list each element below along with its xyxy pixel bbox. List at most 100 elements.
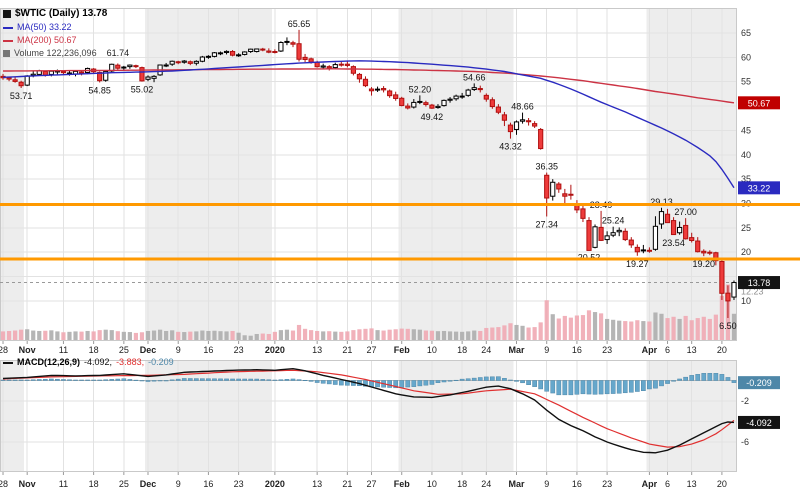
svg-text:53.71: 53.71: [10, 91, 33, 101]
macd-axis: -2 -6: [741, 396, 749, 447]
svg-text:13: 13: [687, 345, 697, 355]
volume-legend-label: Volume 122,236,096: [14, 48, 97, 58]
svg-text:19.27: 19.27: [626, 259, 649, 269]
x-axis-labels: 28 28 Nov Nov 11 11 18 18 25 25 Dec Dec 9 9 16 16 23 23 20…: [0, 341, 727, 489]
svg-text:-0.209: -0.209: [746, 378, 772, 388]
svg-text:25: 25: [119, 345, 129, 355]
macd-legend-label: MACD(12,26,9): [17, 357, 81, 367]
svg-text:25: 25: [119, 479, 129, 489]
svg-text:18: 18: [89, 479, 99, 489]
svg-text:-2: -2: [741, 396, 749, 406]
svg-text:50.67: 50.67: [748, 98, 771, 108]
svg-text:36.35: 36.35: [535, 162, 558, 172]
svg-text:6: 6: [665, 345, 670, 355]
svg-text:43.32: 43.32: [499, 142, 522, 152]
svg-text:65.65: 65.65: [288, 19, 311, 29]
svg-text:20: 20: [717, 479, 727, 489]
svg-text:Feb: Feb: [394, 479, 411, 489]
svg-text:28: 28: [0, 479, 8, 489]
svg-text:Apr: Apr: [642, 479, 658, 489]
svg-text:16: 16: [572, 479, 582, 489]
chart-title-row: $WTIC (Daily) 13.78: [3, 8, 107, 19]
svg-text:29.13: 29.13: [650, 197, 673, 207]
svg-text:13: 13: [312, 345, 322, 355]
ma200-line: [3, 68, 735, 104]
svg-text:Nov: Nov: [19, 345, 36, 355]
svg-text:Mar: Mar: [508, 479, 525, 489]
macd-signal-line: [2, 369, 735, 448]
svg-text:16: 16: [572, 345, 582, 355]
svg-text:11: 11: [59, 345, 68, 355]
svg-text:Nov: Nov: [19, 479, 36, 489]
svg-text:13: 13: [312, 479, 322, 489]
annotation-lines: [0, 202, 800, 261]
macd-legend-row: MACD(12,26,9) -4.092, -3.883, -0.209: [3, 357, 174, 368]
svg-text:9: 9: [544, 345, 549, 355]
ma50-legend-label: MA(50) 33.22: [17, 22, 72, 32]
svg-text:Mar: Mar: [508, 345, 525, 355]
svg-text:2020: 2020: [265, 479, 285, 489]
svg-text:48.66: 48.66: [511, 102, 534, 112]
svg-text:60: 60: [741, 52, 751, 62]
ma50-line-icon: [3, 26, 13, 29]
svg-text:16: 16: [203, 345, 213, 355]
svg-text:35: 35: [741, 174, 751, 184]
svg-text:9: 9: [176, 479, 181, 489]
svg-text:2020: 2020: [265, 345, 285, 355]
svg-text:23: 23: [234, 479, 244, 489]
svg-text:20: 20: [741, 247, 751, 257]
ma200-legend: MA(200) 50.67: [3, 35, 77, 46]
svg-text:49.42: 49.42: [421, 112, 444, 122]
svg-text:20: 20: [717, 345, 727, 355]
ma50-line: [2, 60, 735, 189]
svg-text:13.78: 13.78: [748, 278, 771, 288]
svg-text:10: 10: [741, 296, 751, 306]
macd-signal-value: -3.883,: [116, 357, 145, 367]
svg-text:27: 27: [367, 345, 377, 355]
svg-text:Feb: Feb: [394, 345, 411, 355]
svg-text:55: 55: [741, 77, 751, 87]
svg-text:19.20: 19.20: [693, 259, 716, 269]
macd-value: -4.092,: [84, 357, 113, 367]
svg-text:65: 65: [741, 28, 751, 38]
volume-bars: [0, 284, 737, 340]
macd-histogram: [0, 373, 737, 396]
svg-text:27.34: 27.34: [535, 219, 558, 229]
svg-text:16: 16: [203, 479, 213, 489]
svg-text:11: 11: [59, 479, 68, 489]
svg-text:6.50: 6.50: [719, 321, 737, 331]
macd-hist-value: -0.209: [148, 357, 174, 367]
svg-text:12.23: 12.23: [741, 286, 764, 296]
price-badges: 50.67 33.22 13.78 -0.209 -4.092: [738, 96, 780, 429]
svg-text:21: 21: [342, 345, 352, 355]
svg-text:55.02: 55.02: [131, 85, 154, 95]
svg-text:13: 13: [687, 479, 697, 489]
svg-text:10: 10: [427, 479, 437, 489]
svg-text:40: 40: [741, 150, 751, 160]
svg-text:52.20: 52.20: [409, 84, 432, 94]
svg-text:54.66: 54.66: [463, 72, 486, 82]
svg-text:-6: -6: [741, 437, 749, 447]
svg-text:23: 23: [602, 345, 612, 355]
svg-text:27.00: 27.00: [674, 207, 697, 217]
svg-text:21: 21: [342, 479, 352, 489]
svg-text:10: 10: [427, 345, 437, 355]
svg-text:18: 18: [457, 479, 467, 489]
svg-text:18: 18: [457, 345, 467, 355]
price-note-label: 61.74: [106, 48, 130, 58]
svg-text:Apr: Apr: [642, 345, 658, 355]
svg-text:54.85: 54.85: [88, 85, 111, 95]
price-axis: 6560554540353025201012.23: [741, 28, 764, 306]
svg-text:-4.092: -4.092: [746, 418, 772, 428]
candles: [0, 29, 737, 319]
svg-text:28: 28: [0, 345, 8, 355]
svg-text:18: 18: [89, 345, 99, 355]
svg-text:45: 45: [741, 125, 751, 135]
svg-text:Dec: Dec: [140, 345, 157, 355]
ma200-line-icon: [3, 39, 13, 42]
macd-line-icon: [3, 361, 13, 364]
chart-title: $WTIC (Daily) 13.78: [15, 8, 108, 19]
volume-bar-icon: [3, 50, 10, 57]
svg-text:25.24: 25.24: [602, 216, 625, 226]
